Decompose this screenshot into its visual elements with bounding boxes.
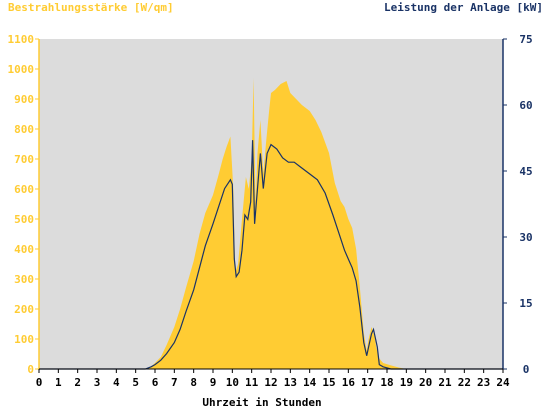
- right-axis-tick-label: 30: [519, 231, 532, 244]
- x-axis-tick-label: 5: [132, 376, 139, 389]
- left-axis-tick-label: 1100: [8, 33, 35, 46]
- x-axis-tick-label: 13: [284, 376, 297, 389]
- right-axis-tick-label: 75: [519, 33, 532, 46]
- x-axis-tick-label: 16: [342, 376, 356, 389]
- x-axis-tick-label: 24: [496, 376, 510, 389]
- left-axis-tick-label: 700: [14, 153, 34, 166]
- left-axis-tick-label: 800: [14, 123, 34, 136]
- x-axis-tick-label: 19: [400, 376, 413, 389]
- x-axis-tick-label: 21: [438, 376, 452, 389]
- left-axis-tick-label: 200: [14, 303, 34, 316]
- x-axis-tick-label: 7: [171, 376, 178, 389]
- x-axis-tick-label: 17: [361, 376, 374, 389]
- x-axis-tick-label: 9: [210, 376, 217, 389]
- x-axis-tick-label: 23: [477, 376, 490, 389]
- x-axis-tick-label: 12: [264, 376, 277, 389]
- left-axis-tick-label: 0: [27, 363, 34, 376]
- x-axis-tick-label: 6: [152, 376, 159, 389]
- right-axis-tick-label: 60: [519, 99, 532, 112]
- left-axis-title: Bestrahlungsstärke [W/qm]: [8, 1, 174, 14]
- left-axis-tick-label: 100: [14, 333, 34, 346]
- power-line-series: [39, 140, 503, 370]
- axes: 0100200300400500600700800900100011000153…: [8, 33, 533, 389]
- right-axis-title: Leistung der Anlage [kW]: [384, 1, 543, 14]
- left-axis-tick-label: 300: [14, 273, 34, 286]
- x-axis-label: Uhrzeit in Stunden: [202, 396, 321, 408]
- x-axis-tick-label: 1: [55, 376, 62, 389]
- x-axis-tick-label: 18: [380, 376, 393, 389]
- x-axis-tick-label: 22: [458, 376, 471, 389]
- right-axis-tick-label: 15: [519, 297, 532, 310]
- left-axis-tick-label: 600: [14, 183, 34, 196]
- x-axis-tick-label: 2: [74, 376, 81, 389]
- x-axis-tick-label: 8: [190, 376, 197, 389]
- x-axis-tick-label: 0: [36, 376, 43, 389]
- left-axis-tick-label: 1000: [8, 63, 35, 76]
- x-axis-tick-label: 4: [113, 376, 120, 389]
- irradiance-area-series: [39, 78, 503, 369]
- right-axis-tick-label: 45: [519, 165, 532, 178]
- x-axis-tick-label: 3: [94, 376, 101, 389]
- x-axis-tick-label: 15: [322, 376, 335, 389]
- right-axis-tick-label: 0: [523, 363, 530, 376]
- left-axis-tick-label: 900: [14, 93, 34, 106]
- x-axis-tick-label: 10: [226, 376, 239, 389]
- x-axis-tick-label: 14: [303, 376, 317, 389]
- x-axis-tick-label: 20: [419, 376, 432, 389]
- x-axis-tick-label: 11: [245, 376, 259, 389]
- left-axis-tick-label: 500: [14, 213, 34, 226]
- left-axis-tick-label: 400: [14, 243, 34, 256]
